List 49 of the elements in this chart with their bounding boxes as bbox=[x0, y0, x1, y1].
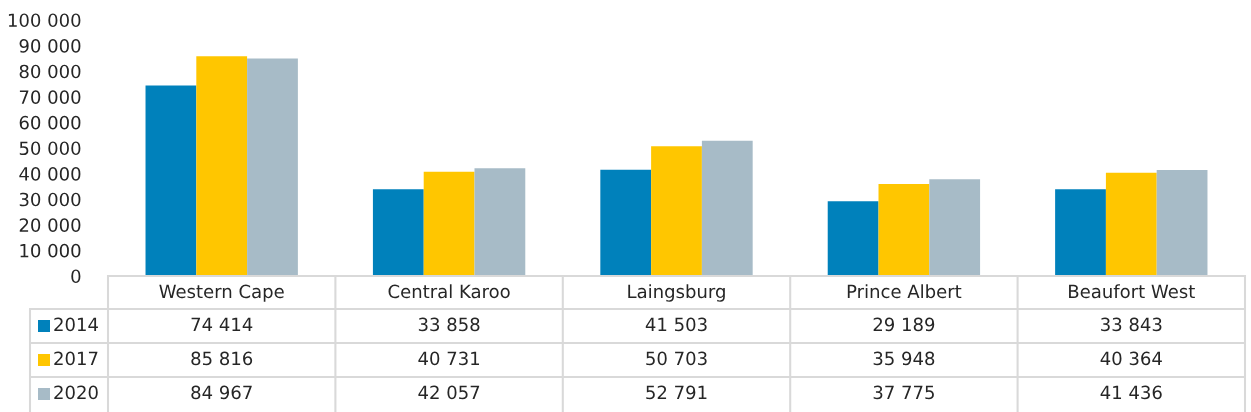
data-label: 84 967 bbox=[191, 385, 252, 400]
bar bbox=[474, 168, 526, 276]
x-tick-label: Central Karoo bbox=[388, 284, 510, 299]
data-label: 42 057 bbox=[418, 385, 480, 400]
data-label: 41 436 bbox=[1100, 385, 1162, 400]
bar bbox=[423, 171, 475, 276]
legend-label: 2017 bbox=[54, 351, 98, 366]
y-tick-label: 90 000 bbox=[19, 39, 81, 53]
x-tick-label: Western Cape bbox=[159, 284, 284, 302]
y-tick-label: 0 bbox=[71, 269, 81, 284]
data-label: 33 843 bbox=[1101, 317, 1162, 332]
data-label: 40 364 bbox=[1100, 351, 1162, 366]
bar bbox=[827, 201, 879, 276]
data-label: 52 791 bbox=[646, 385, 707, 400]
bar bbox=[1055, 189, 1106, 276]
legend-label: 2014 bbox=[54, 317, 98, 332]
bar bbox=[372, 189, 424, 276]
data-label: 40 731 bbox=[418, 351, 480, 366]
y-tick-label: 30 000 bbox=[19, 192, 81, 207]
y-tick-label: 50 000 bbox=[19, 141, 81, 156]
bar bbox=[1156, 169, 1208, 276]
data-label: 35 948 bbox=[873, 351, 935, 366]
x-tick-label: Prince Albert bbox=[847, 284, 962, 299]
y-tick-label: 20 000 bbox=[19, 218, 81, 232]
legend-label: 2020 bbox=[54, 385, 98, 400]
bar bbox=[701, 140, 753, 276]
y-tick-label: 40 000 bbox=[19, 167, 81, 181]
data-label: 37 775 bbox=[873, 385, 934, 400]
bar bbox=[247, 58, 298, 276]
data-label: 85 816 bbox=[191, 351, 253, 366]
data-label: 33 858 bbox=[418, 317, 480, 332]
data-label: 29 189 bbox=[873, 317, 935, 332]
bar bbox=[145, 85, 197, 276]
bar bbox=[196, 56, 248, 276]
y-tick-label: 80 000 bbox=[19, 64, 81, 79]
y-tick-label: 60 000 bbox=[19, 115, 81, 130]
bar bbox=[600, 169, 652, 276]
data-label: 41 503 bbox=[645, 317, 707, 332]
data-label: 74 414 bbox=[191, 317, 253, 331]
bar bbox=[1105, 172, 1157, 276]
y-tick-label: 10 000 bbox=[20, 243, 81, 258]
bar bbox=[651, 146, 702, 276]
x-tick-label: Beaufort West bbox=[1069, 284, 1195, 299]
y-tick-label: 100 000 bbox=[8, 13, 81, 28]
y-tick-label: 70 000 bbox=[19, 90, 81, 104]
data-label: 50 703 bbox=[646, 351, 707, 366]
bar bbox=[929, 179, 981, 276]
bar bbox=[878, 183, 930, 276]
x-tick-label: Laingsburg bbox=[628, 284, 725, 302]
